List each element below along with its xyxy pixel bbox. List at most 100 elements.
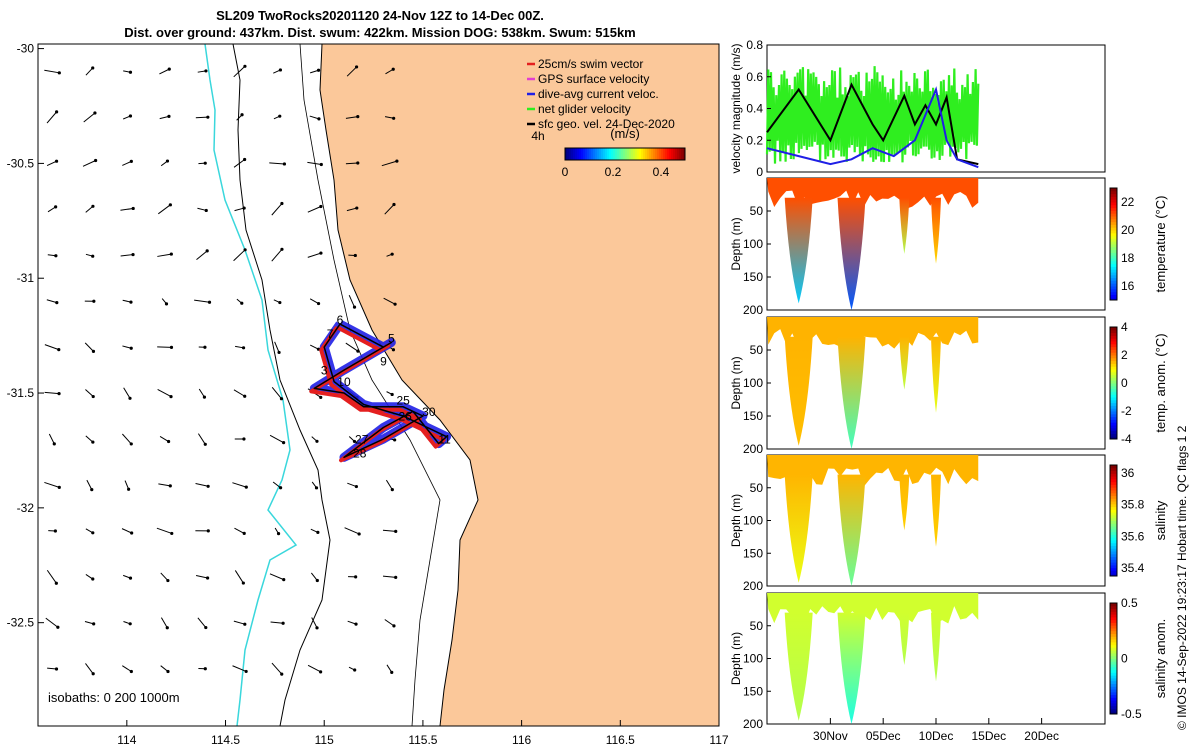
series-line: [766, 86, 979, 169]
colorbar-cell: [587, 148, 590, 160]
sfc-arrow-head: [352, 305, 357, 309]
sfc-arrow-head: [168, 484, 172, 488]
sfc-arrow-head: [57, 485, 61, 489]
sfc-arrow-head: [128, 396, 132, 400]
track-day-label: 28: [353, 446, 367, 460]
sfc-arrow-head: [243, 64, 247, 68]
sfc-arrow: [234, 207, 245, 212]
colorbar-cell: [1110, 255, 1117, 259]
colorbar-cell: [1110, 286, 1117, 290]
sfc-arrow-head: [319, 251, 323, 255]
sfc-arrow-head: [129, 159, 133, 163]
colorbar-cell: [1110, 664, 1117, 668]
net-track-line: [313, 323, 448, 459]
sfc-arrow: [197, 433, 206, 445]
colorbar-cell: [1110, 363, 1117, 367]
sfc-arrow: [160, 572, 169, 581]
depth-tick-label: 100: [743, 652, 763, 666]
sfc-arrow-head: [390, 392, 394, 397]
map-ytick-label: -32.5: [7, 616, 35, 630]
date-tick-label: 30Nov: [813, 729, 848, 743]
colorbar-cell: [679, 148, 682, 160]
sfc-arrow: [384, 619, 395, 627]
sfc-arrow: [271, 248, 283, 262]
sfc-arrow: [269, 573, 284, 581]
colorbar-cell: [655, 148, 658, 160]
sfc-arrow-head: [91, 66, 95, 70]
track-day-label: 11: [438, 433, 451, 447]
colorbar-tick-label: 0.4: [653, 165, 670, 179]
sfc-arrow: [270, 621, 284, 624]
sfc-arrow-head: [356, 115, 360, 119]
sfc-arrow-head: [57, 392, 61, 396]
colorbar-cell: [1110, 467, 1117, 472]
colorbar-cell: [623, 148, 626, 160]
colorbar-cell: [573, 148, 576, 160]
colorbar-cell: [667, 148, 670, 160]
colorbar-cell: [633, 148, 636, 160]
colorbar-cell: [669, 148, 672, 160]
dive-profile: [899, 197, 910, 254]
sfc-arrow-head: [203, 442, 207, 446]
sfc-arrow-head: [280, 201, 284, 206]
depth-tick-label: 150: [743, 546, 763, 560]
colorbar-cell: [651, 148, 654, 160]
sfc-arrow-head: [203, 345, 207, 349]
colorbar-cell: [1110, 556, 1117, 560]
sfc-arrow-head: [392, 624, 396, 628]
sfc-arrow-head: [278, 486, 283, 490]
colorbar-cell: [569, 148, 572, 160]
sfc-arrow-head: [356, 349, 360, 353]
sfc-arrow-head: [280, 672, 284, 676]
sfc-arrow-head: [167, 114, 171, 118]
sfc-arrow-head: [55, 110, 59, 114]
colorbar-cell: [1110, 355, 1117, 359]
isobath-1000m: [232, 43, 331, 727]
colorbar-cell: [1110, 501, 1117, 505]
colorbar-cell: [1110, 283, 1117, 287]
track-day-label: 26: [398, 410, 412, 424]
sfc-arrow: [382, 575, 396, 578]
colorbar-label: salinity anom.: [1153, 619, 1168, 698]
sfc-arrow: [271, 387, 282, 400]
colorbar-cell: [1110, 408, 1117, 412]
depth-tick-label: 200: [743, 717, 763, 731]
legend-entry: net glider velocity: [538, 102, 631, 116]
sfc-arrow-head: [128, 622, 132, 626]
sfc-arrow: [156, 527, 172, 534]
colorbar-cell: [1110, 548, 1117, 552]
sfc-arrow-head: [391, 67, 395, 71]
colorbar-cell: [1110, 224, 1117, 228]
colorbar-cell: [1110, 694, 1117, 698]
colorbar-cell: [1110, 534, 1117, 538]
sfc-arrow: [196, 250, 208, 261]
colorbar-cell: [1110, 611, 1117, 615]
sfc-arrow: [157, 253, 172, 257]
colorbar-tick-label: 35.6: [1121, 529, 1145, 543]
colorbar-cell: [627, 148, 630, 160]
colorbar-cell: [1110, 708, 1117, 712]
sfc-arrow-head: [54, 581, 58, 585]
colorbar-cell: [605, 148, 608, 160]
dive-profile: [931, 474, 941, 547]
colorbar-cell: [663, 148, 666, 160]
colorbar-cell: [1110, 639, 1117, 643]
isobath-label: isobaths: 0 200 1000m: [48, 690, 180, 705]
track-day-label: 6: [337, 313, 344, 327]
sfc-arrow: [84, 342, 94, 352]
dive-profile: [837, 612, 866, 724]
colorbar-cell: [1110, 686, 1117, 690]
sfc-arrow: [232, 482, 247, 488]
colorbar-cell: [1110, 680, 1117, 684]
colorbar-cell: [1110, 691, 1117, 696]
colorbar-tick-label: 0.2: [605, 165, 622, 179]
depth-tick-label: 150: [743, 684, 763, 698]
sfc-arrow-head: [130, 531, 134, 535]
sfc-arrow-head: [395, 159, 399, 163]
depth-tick-label: 50: [750, 619, 764, 633]
colorbar-cell: [1110, 658, 1117, 662]
date-tick-label: 05Dec: [866, 729, 901, 743]
map-xtick-label: 115.5: [408, 733, 437, 747]
sfc-arrow-head: [56, 625, 60, 629]
